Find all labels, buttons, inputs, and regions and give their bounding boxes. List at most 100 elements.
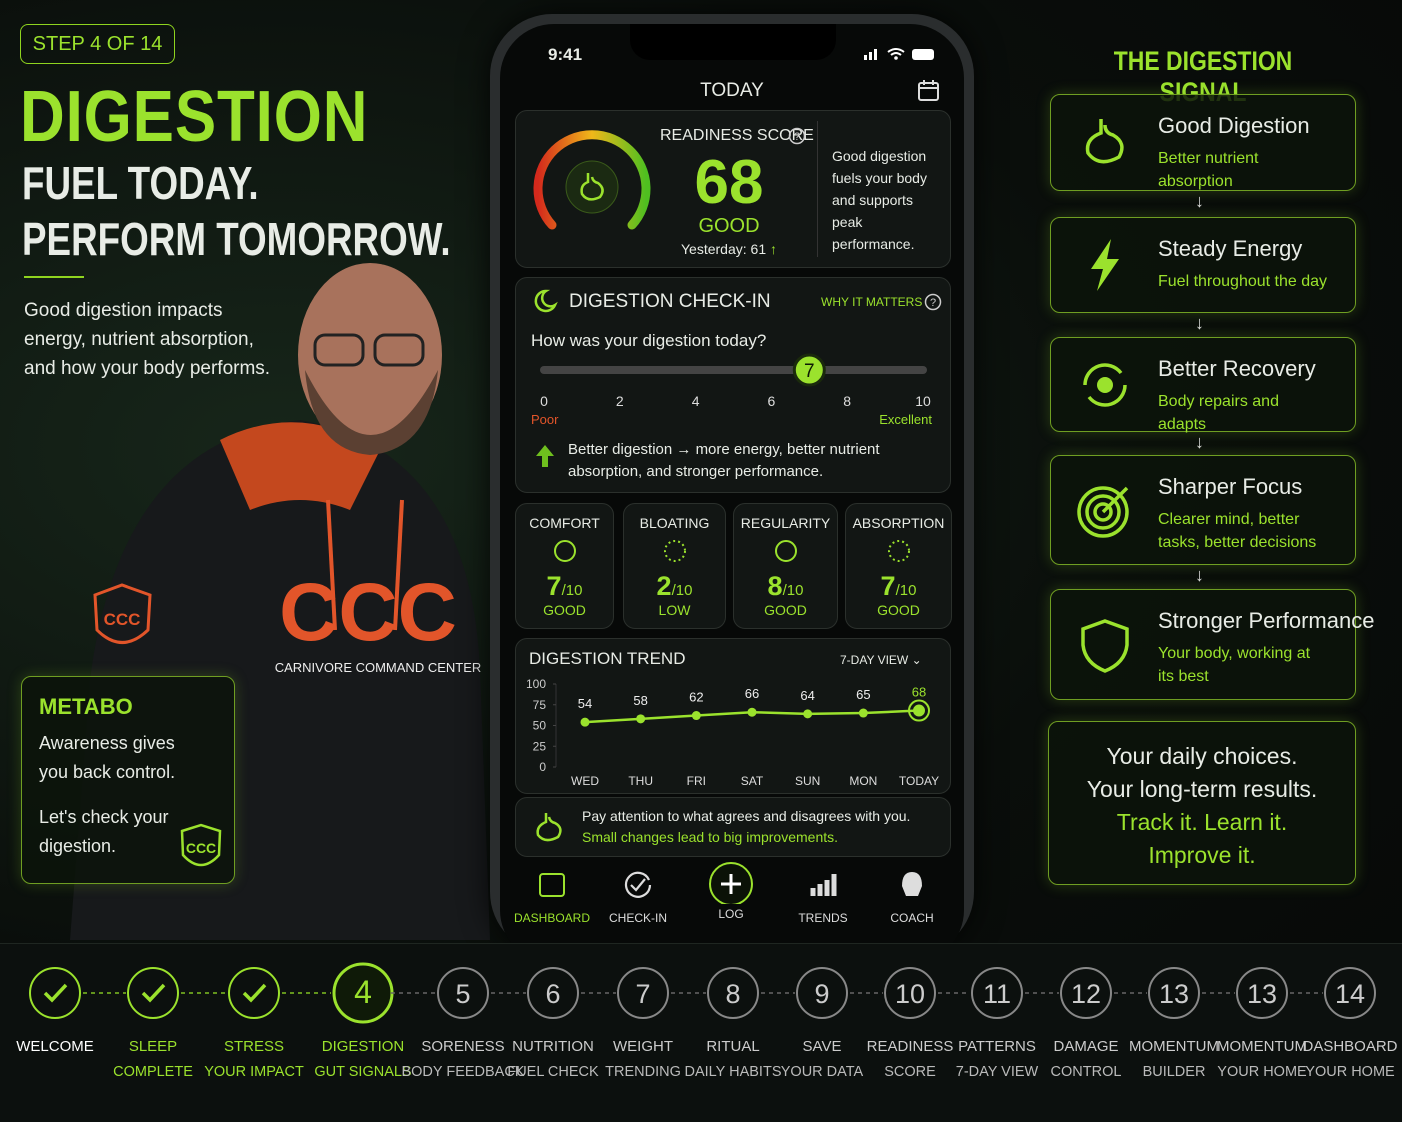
step-label: RITUAL [706, 1038, 759, 1055]
step-number: 5 [455, 979, 470, 1009]
nav-icon [539, 873, 565, 897]
signal-card-text: Your body, working at its best [1158, 645, 1311, 685]
step-circle [437, 967, 489, 1019]
step[interactable]: 13 [1236, 967, 1288, 1019]
trend-card: DIGESTION TREND 7-DAY VIEW ⌄ 0 25 50 75 100 W… [515, 638, 951, 794]
digestion-slider[interactable]: 0 2 4 6 8 10 7 [531, 353, 941, 415]
step-number: 12 [1071, 979, 1101, 1009]
glasses [313, 333, 365, 367]
nav-icon [624, 871, 652, 898]
moon-icon [534, 289, 558, 313]
signal-card-title: Sharper Focus [1158, 474, 1303, 499]
x-tick-label: SUN [795, 774, 820, 788]
step-label: DAMAGE [1053, 1038, 1118, 1055]
metric-value: 2 [656, 571, 672, 601]
y-tick-label: 50 [533, 719, 547, 733]
signal-card-text: Body repairs and adapts [1158, 393, 1279, 433]
step[interactable]: 14 [1324, 967, 1376, 1019]
step[interactable] [127, 967, 179, 1019]
help-icon[interactable]: ? [924, 293, 942, 311]
readiness-score: 68 [694, 148, 764, 217]
metric-card: REGULARITY 8/10 GOOD [733, 503, 838, 629]
metabo-text: Let's check your digestion. [39, 807, 169, 856]
nav-label: LOG [718, 907, 744, 921]
nav-item[interactable]: CHECK-IN [598, 860, 678, 925]
metric-scale: /10 [561, 582, 583, 599]
nav-item[interactable]: COACH [872, 860, 952, 925]
step[interactable]: 10 [884, 967, 936, 1019]
step-sub: GUT SIGNALS [314, 1064, 411, 1080]
step-label: DIGESTION [322, 1038, 405, 1055]
value-label: 62 [689, 690, 703, 705]
calendar-button[interactable] [917, 79, 941, 103]
signal-card-title: Steady Energy [1158, 236, 1303, 261]
step-check [242, 983, 267, 1003]
step-sub: FUEL CHECK [507, 1064, 599, 1080]
drawstring [326, 499, 337, 631]
step[interactable]: 9 [796, 967, 848, 1019]
nav-label: COACH [890, 911, 934, 925]
step-number: 4 [354, 974, 372, 1010]
icon [539, 873, 565, 897]
metric-value-row: 2/10 [624, 571, 725, 602]
checkin-title: DIGESTION CHECK-IN [569, 291, 771, 312]
low-label: Poor [531, 412, 559, 427]
connector-arrow: ↓ [1195, 191, 1204, 211]
checkin-question: How was your digestion today? [531, 331, 767, 350]
step[interactable]: 5 [437, 967, 489, 1019]
high-label: Excellent [879, 412, 932, 427]
view-select[interactable]: 7-DAY VIEW ⌄ [840, 653, 922, 667]
step[interactable]: 11 [971, 967, 1023, 1019]
beard [305, 370, 438, 455]
step[interactable]: 12 [1060, 967, 1112, 1019]
nav-item[interactable]: DASHBOARD [512, 860, 592, 925]
y-tick-label: 25 [533, 739, 547, 753]
nav-icon [902, 872, 922, 896]
connector-arrow: ↓ [1195, 565, 1204, 585]
step-sub: DAILY HABITS [685, 1064, 782, 1080]
step[interactable]: 7 [617, 967, 669, 1019]
hero-title: DIGESTION [20, 77, 369, 157]
step[interactable]: 8 [707, 967, 759, 1019]
step-number: 6 [545, 979, 560, 1009]
view-label: 7-DAY VIEW [840, 653, 909, 667]
step[interactable]: 4 [332, 962, 394, 1024]
step-circle [617, 967, 669, 1019]
signal-card-text: Fuel throughout the day [1158, 273, 1328, 290]
step-circle [707, 967, 759, 1019]
step-circle [228, 967, 280, 1019]
step[interactable]: 13 [1148, 967, 1200, 1019]
icon [1093, 502, 1113, 522]
step-label: MOMENTUM [1217, 1038, 1307, 1055]
step[interactable] [29, 967, 81, 1019]
up-arrow: ↑ [770, 241, 777, 257]
icon-ring [887, 540, 910, 562]
divider [24, 276, 84, 278]
point-halo [908, 699, 930, 722]
why-link[interactable]: WHY IT MATTERS [821, 295, 923, 309]
tagline: PERFORM TOMORROW. [22, 213, 451, 265]
checkin-card: DIGESTION CHECK-IN WHY IT MATTERS ? How … [515, 277, 951, 493]
yesterday-text: Yesterday: 61 [681, 241, 767, 257]
signal-card: Good Digestion Better nutrient absorption [1050, 94, 1356, 191]
metric-value-row: 8/10 [734, 571, 837, 602]
face [298, 263, 442, 447]
metric-icon [663, 540, 686, 562]
metric-icon [887, 540, 910, 562]
step[interactable]: 6 [527, 967, 579, 1019]
step-circle [971, 967, 1023, 1019]
checkin-note: Better digestion → more energy, better n… [568, 441, 880, 480]
slider-tick-label: 10 [915, 393, 931, 409]
metric-scale: /10 [895, 582, 917, 599]
nav-item[interactable]: LOG [691, 860, 771, 924]
help-icon[interactable]: ? [788, 127, 806, 145]
slider-tick-label: 0 [540, 393, 548, 409]
slider-thumb[interactable] [792, 353, 826, 387]
nav-item[interactable]: TRENDS [783, 860, 863, 925]
metric-status: GOOD [764, 602, 807, 618]
step-circle [1060, 967, 1112, 1019]
step-sub: YOUR IMPACT [204, 1064, 304, 1080]
step[interactable] [228, 967, 280, 1019]
icon [902, 872, 922, 896]
metric-status: GOOD [543, 602, 586, 618]
